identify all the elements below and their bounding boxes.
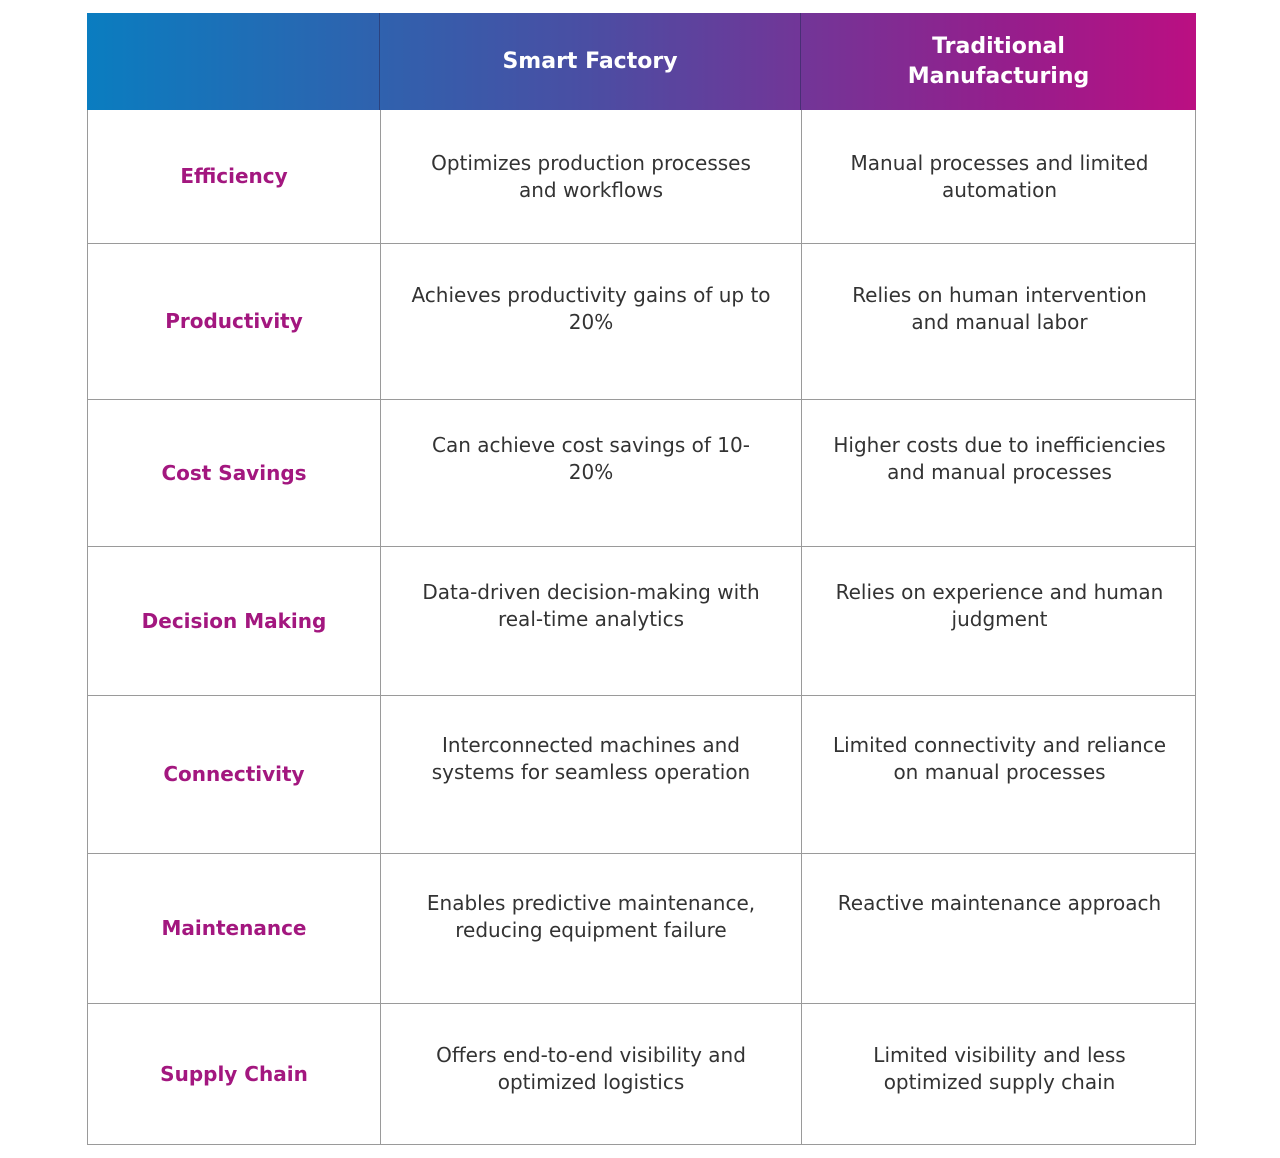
traditional-text: Manual processes and limited automation bbox=[850, 151, 1149, 202]
traditional-cell: Manual processes and limited automation bbox=[801, 110, 1197, 243]
smart-factory-text: Data-driven decision-making with real-ti… bbox=[422, 580, 760, 631]
smart-factory-text: Interconnected machines and systems for … bbox=[431, 733, 751, 784]
table-row: Cost Savings Can achieve cost savings of … bbox=[87, 400, 1196, 547]
smart-factory-cell: Enables predictive maintenance, reducing… bbox=[380, 854, 801, 1003]
header-traditional-line2: Manufacturing bbox=[907, 63, 1090, 89]
smart-factory-text: Optimizes production processes and workf… bbox=[431, 151, 751, 202]
row-label: Maintenance bbox=[161, 916, 307, 940]
smart-factory-text: Offers end-to-end visibility and optimiz… bbox=[436, 1043, 746, 1094]
table-row: Productivity Achieves productivity gains … bbox=[87, 244, 1196, 400]
traditional-cell: Relies on experience and human judgment bbox=[801, 547, 1197, 695]
traditional-cell: Limited visibility and less optimized su… bbox=[801, 1004, 1197, 1144]
row-label-cell: Productivity bbox=[88, 244, 380, 399]
row-label: Connectivity bbox=[163, 762, 305, 786]
traditional-text: Limited visibility and less optimized su… bbox=[873, 1043, 1126, 1094]
smart-factory-cell: Achieves productivity gains of up to 20% bbox=[380, 244, 801, 399]
row-label: Cost Savings bbox=[161, 460, 307, 485]
traditional-cell: Limited connectivity and reliance on man… bbox=[801, 696, 1197, 853]
row-label-cell: Cost Savings bbox=[88, 400, 380, 546]
traditional-cell: Relies on human intervention and manual … bbox=[801, 244, 1197, 399]
smart-factory-text: Can achieve cost savings of 10-20% bbox=[432, 433, 750, 484]
smart-factory-cell: Offers end-to-end visibility and optimiz… bbox=[380, 1004, 801, 1144]
table-row: Decision Making Data-driven decision-maki… bbox=[87, 547, 1196, 696]
traditional-text: Reactive maintenance approach bbox=[837, 891, 1162, 915]
traditional-text: Relies on human intervention and manual … bbox=[852, 283, 1147, 334]
table-body: Efficiency Optimizes production processes… bbox=[87, 110, 1196, 1145]
traditional-text: Relies on experience and human judgment bbox=[835, 580, 1164, 631]
smart-factory-cell: Optimizes production processes and workf… bbox=[380, 110, 801, 243]
row-label-cell: Decision Making bbox=[88, 547, 380, 695]
traditional-text: Limited connectivity and reliance on man… bbox=[832, 733, 1167, 784]
row-label: Productivity bbox=[165, 309, 303, 333]
header-empty-cell bbox=[87, 13, 379, 110]
traditional-cell: Higher costs due to inefficiencies and m… bbox=[801, 400, 1197, 546]
smart-factory-cell: Data-driven decision-making with real-ti… bbox=[380, 547, 801, 695]
row-label-cell: Maintenance bbox=[88, 854, 380, 1003]
row-label-cell: Supply Chain bbox=[88, 1004, 380, 1144]
row-label: Efficiency bbox=[180, 164, 288, 188]
row-label-cell: Connectivity bbox=[88, 696, 380, 853]
table-header: Smart Factory Traditional Manufacturing bbox=[87, 13, 1196, 110]
row-label: Decision Making bbox=[141, 608, 327, 633]
table-row: Maintenance Enables predictive maintenanc… bbox=[87, 854, 1196, 1004]
table-row: Efficiency Optimizes production processes… bbox=[87, 110, 1196, 244]
traditional-cell: Reactive maintenance approach bbox=[801, 854, 1197, 1003]
smart-factory-cell: Interconnected machines and systems for … bbox=[380, 696, 801, 853]
smart-factory-text: Achieves productivity gains of up to 20% bbox=[411, 283, 771, 334]
traditional-text: Higher costs due to inefficiencies and m… bbox=[833, 433, 1166, 484]
smart-factory-cell: Can achieve cost savings of 10-20% bbox=[380, 400, 801, 546]
row-label: Supply Chain bbox=[160, 1061, 308, 1086]
table-row: Connectivity Interconnected machines and … bbox=[87, 696, 1196, 854]
header-traditional-manufacturing: Traditional Manufacturing bbox=[800, 13, 1196, 110]
table-row: Supply Chain Offers end-to-end visibility… bbox=[87, 1004, 1196, 1145]
row-label-cell: Efficiency bbox=[88, 110, 380, 243]
smart-factory-text: Enables predictive maintenance, reducing… bbox=[426, 891, 756, 942]
comparison-table: Smart Factory Traditional Manufacturing … bbox=[87, 13, 1196, 1145]
header-traditional-line1: Traditional bbox=[932, 33, 1065, 59]
header-smart-factory: Smart Factory bbox=[379, 13, 800, 110]
